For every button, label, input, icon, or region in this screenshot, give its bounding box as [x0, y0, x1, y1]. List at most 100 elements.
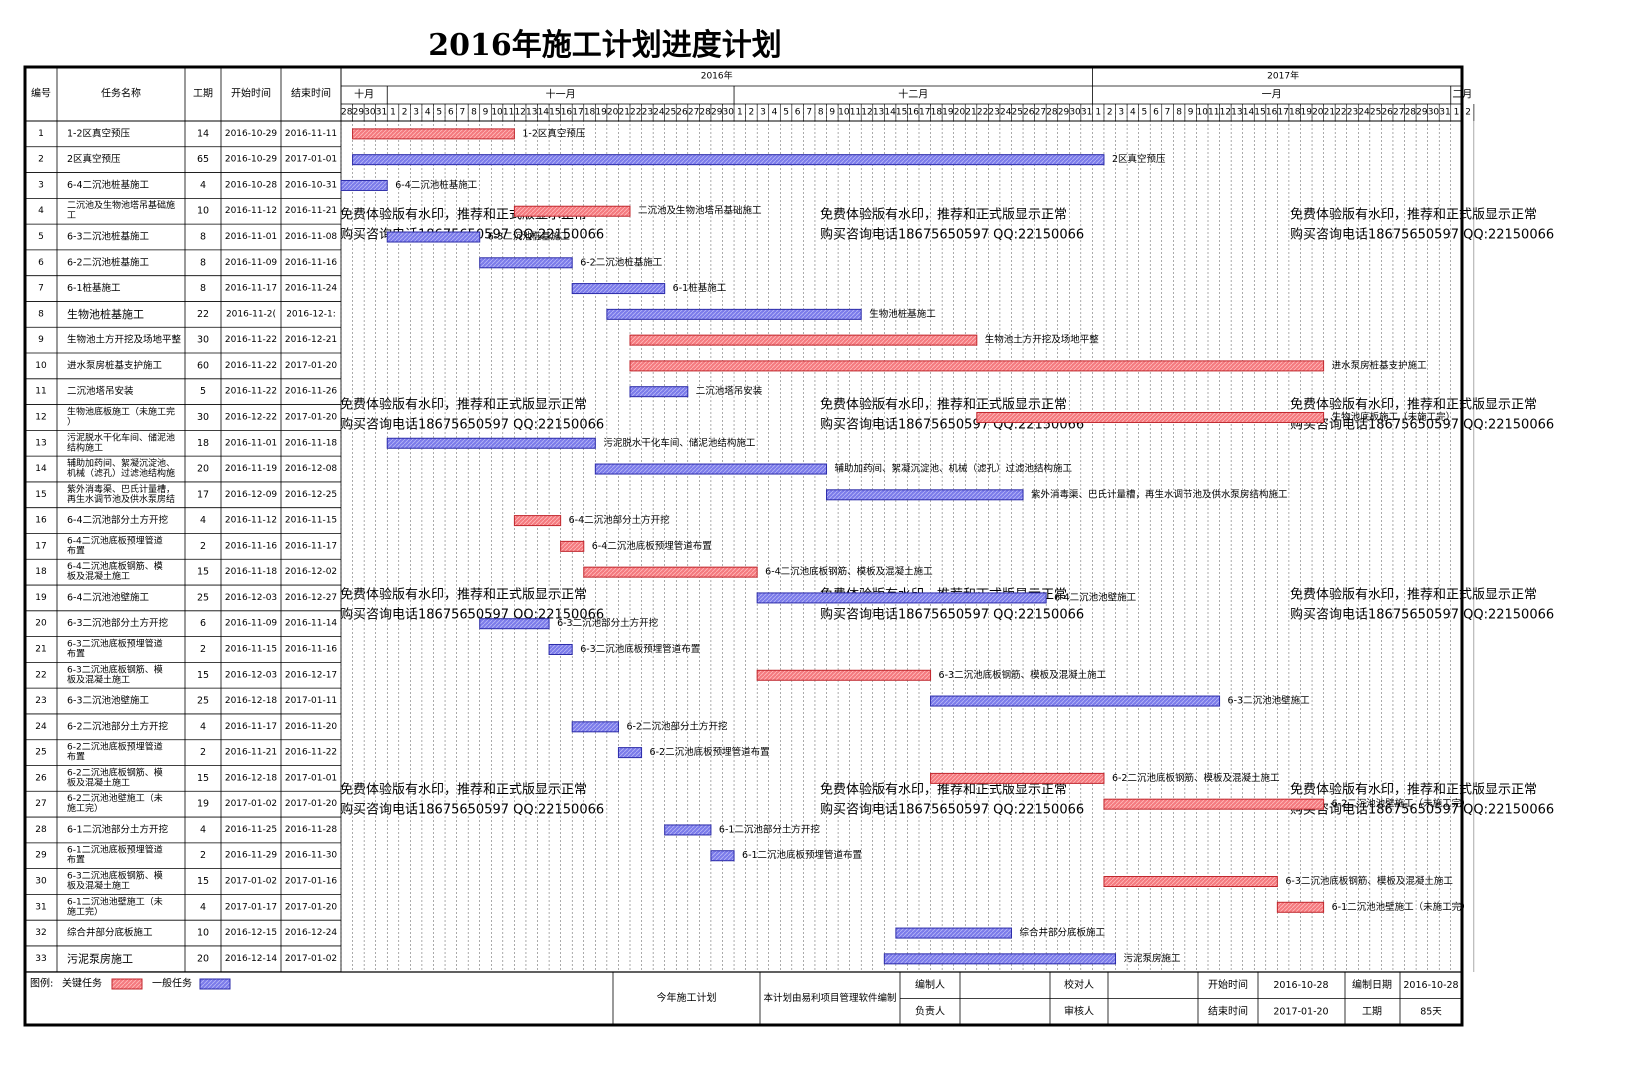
- day-label: 5: [1142, 108, 1148, 118]
- task-id: 29: [35, 851, 47, 861]
- task-bar-label: 6-4二沉池桩基施工: [395, 179, 478, 191]
- day-label: 10: [1196, 108, 1208, 118]
- task-name: 6-3二沉池底板钢筋、模: [67, 870, 163, 882]
- watermark-line-1: 免费体验版有水印，推荐和正式版显示正常: [820, 782, 1067, 798]
- task-end: 2016-11-22: [285, 748, 337, 758]
- day-label: 29: [711, 108, 723, 118]
- watermark-line-1: 免费体验版有水印，推荐和正式版显示正常: [820, 207, 1067, 223]
- task-name-cont: 施工完）: [67, 802, 103, 814]
- day-label: 18: [584, 108, 596, 118]
- day-label: 7: [460, 108, 466, 118]
- footer-owner-label: 负责人: [915, 1004, 945, 1017]
- task-bar-label: 6-3二沉池桩基施工: [488, 231, 571, 243]
- task-start: 2016-10-29: [225, 155, 278, 165]
- task-name: 辅助加药间、絮凝沉淀池、: [67, 457, 175, 469]
- task-end: 2017-01-20: [285, 902, 338, 912]
- task-id: 32: [35, 928, 46, 938]
- task-name-cont: 板及混凝土施工: [67, 673, 130, 685]
- task-start: 2016-10-28: [225, 180, 278, 190]
- day-label: 6: [795, 108, 801, 118]
- day-label: 9: [1188, 108, 1194, 118]
- task-bar-label: 6-2二沉池桩基施工: [580, 256, 663, 268]
- day-label: 8: [1176, 108, 1182, 118]
- task-start: 2016-11-01: [225, 232, 277, 242]
- task-id: 22: [35, 670, 46, 680]
- footer-start: 2016-10-28: [1273, 980, 1328, 991]
- task-id: 14: [35, 464, 47, 474]
- task-bar-label: 污泥脱水干化车间、储泥池结构施工: [603, 437, 756, 449]
- task-bar: [895, 927, 1012, 939]
- footer-duration: 85天: [1420, 1006, 1442, 1017]
- day-label: 4: [1130, 108, 1136, 118]
- task-name: 6-2二沉池池壁施工（未: [67, 792, 163, 804]
- col-header-duration: 工期: [193, 88, 213, 100]
- task-bar-label: 进水泵房桩基支护施工: [1332, 359, 1428, 371]
- task-end: 2016-12-27: [285, 593, 337, 603]
- day-label: 27: [1035, 108, 1046, 118]
- watermark-line-1: 免费体验版有水印，推荐和正式版显示正常: [340, 782, 587, 798]
- task-id: 20: [35, 619, 47, 629]
- task-duration: 15: [197, 876, 209, 887]
- task-name: 6-4二沉池桩基施工: [67, 179, 150, 191]
- year-label: 2017年: [1267, 70, 1299, 82]
- task-id: 11: [35, 387, 46, 397]
- task-duration: 20: [197, 464, 209, 475]
- day-label: 25: [1370, 108, 1381, 118]
- day-label: 28: [699, 108, 711, 118]
- day-label: 24: [653, 108, 665, 118]
- task-start: 2016-12-03: [225, 670, 277, 680]
- task-id: 8: [38, 309, 44, 319]
- task-id: 13: [35, 438, 46, 448]
- day-label: 20: [607, 108, 619, 118]
- task-end: 2017-01-20: [285, 412, 338, 422]
- day-label: 20: [954, 108, 966, 118]
- day-label: 30: [1428, 108, 1440, 118]
- task-duration: 30: [197, 412, 209, 423]
- task-bar: [1103, 876, 1278, 888]
- watermark-line-1: 免费体验版有水印，推荐和正式版显示正常: [820, 397, 1067, 413]
- day-label: 3: [760, 108, 766, 118]
- task-end: 2016-11-17: [285, 541, 337, 551]
- year-label: 2016年: [701, 70, 733, 82]
- task-bar: [976, 411, 1325, 423]
- task-bar: [594, 463, 828, 475]
- task-end: 2016-11-20: [285, 722, 338, 732]
- day-label: 18: [931, 108, 943, 118]
- task-duration: 22: [197, 309, 209, 320]
- task-bar-label: 6-1二沉池底板预埋管道布置: [742, 849, 862, 861]
- task-name-cont: 板及混凝土施工: [67, 880, 130, 892]
- day-label: 23: [988, 108, 999, 118]
- day-label: 7: [806, 108, 812, 118]
- task-end: 2016-11-16: [285, 258, 338, 268]
- month-label: 十一月: [546, 88, 576, 101]
- footer-preparer-label: 编制人: [915, 978, 945, 991]
- task-duration: 4: [200, 824, 206, 835]
- task-id: 10: [35, 361, 47, 371]
- task-name-cont: 板及混凝土施工: [67, 776, 130, 788]
- task-end: 2016-11-30: [285, 851, 338, 861]
- task-bar-label: 二沉池塔吊安装: [696, 385, 763, 397]
- task-name: 6-4二沉池池壁施工: [67, 591, 150, 603]
- col-header-name: 任务名称: [101, 87, 141, 100]
- task-bar-label: 6-2二沉池底板钢筋、模板及混凝土施工: [1112, 772, 1280, 784]
- day-label: 25: [665, 108, 676, 118]
- day-label: 12: [1220, 108, 1231, 118]
- task-bar: [756, 669, 932, 681]
- day-label: 31: [1439, 108, 1450, 118]
- task-id: 3: [38, 180, 44, 190]
- task-start: 2016-11-22: [225, 335, 277, 345]
- day-label: 16: [1266, 108, 1278, 118]
- task-id: 21: [35, 644, 46, 654]
- task-name: 6-2二沉池桩基施工: [67, 256, 150, 268]
- day-label: 23: [642, 108, 653, 118]
- day-label: 1: [390, 108, 396, 118]
- task-name: 6-1二沉池底板预埋管道: [67, 844, 163, 856]
- task-duration: 19: [197, 799, 209, 810]
- task-name: 6-1桩基施工: [67, 282, 121, 294]
- task-id: 16: [35, 516, 47, 526]
- task-bar: [548, 643, 573, 655]
- day-label: 13: [1231, 108, 1242, 118]
- task-bar: [352, 154, 1105, 166]
- task-end: 2017-01-01: [285, 773, 337, 783]
